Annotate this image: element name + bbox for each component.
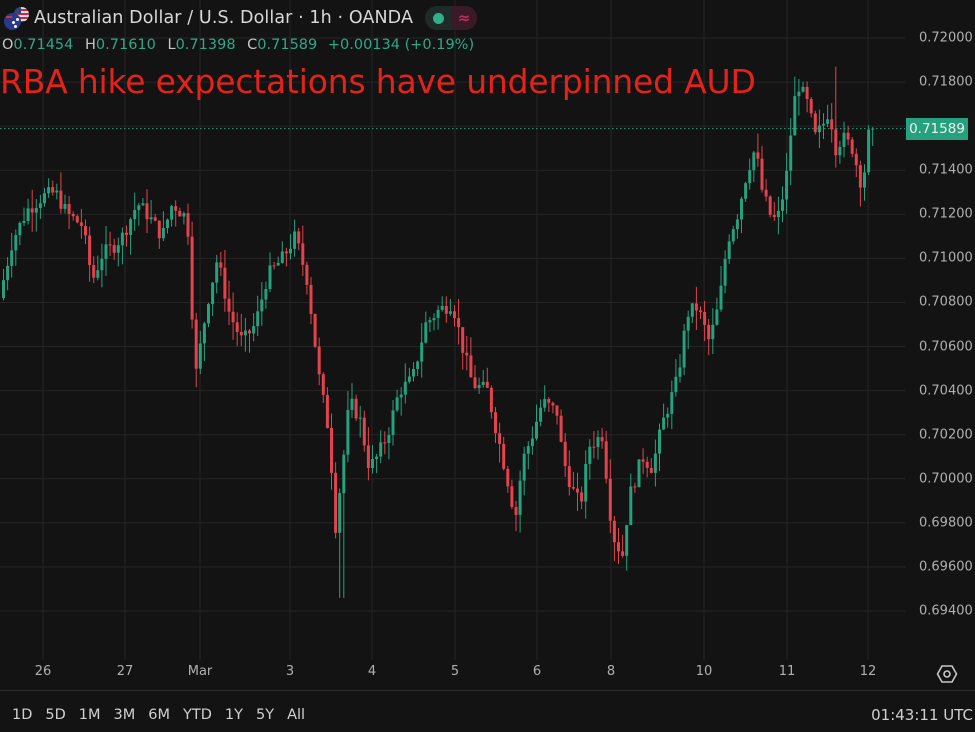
y-tick-label: 0.70800 xyxy=(919,294,973,310)
bottom-toolbar: 1D 5D 1M 3M 6M YTD 1Y 5Y All 01:43:11 UTC xyxy=(0,698,975,732)
y-tick-label: 0.69600 xyxy=(919,559,973,575)
date-range-selector: 1D 5D 1M 3M 6M YTD 1Y 5Y All xyxy=(12,707,318,723)
y-tick-label: 0.70600 xyxy=(919,339,973,355)
change-value: +0.00134 (+0.19%) xyxy=(327,37,475,53)
price-axis[interactable]: 0.72000 0.71800 0.71400 0.71200 0.71000 0.708… xyxy=(905,0,975,660)
range-button-all[interactable]: All xyxy=(287,707,306,723)
open-value: 0.71454 xyxy=(13,37,74,53)
low-value: 0.71398 xyxy=(175,37,236,53)
range-button-ytd[interactable]: YTD xyxy=(183,707,212,723)
range-button-5y[interactable]: 5Y xyxy=(256,707,275,723)
candlestick-chart[interactable] xyxy=(0,0,975,690)
y-tick-label: 0.71800 xyxy=(919,74,973,90)
low-label: L xyxy=(167,37,176,53)
x-tick-label: Mar xyxy=(187,664,213,679)
symbol-title[interactable]: Australian Dollar / U.S. Dollar · 1h · O… xyxy=(34,8,414,28)
x-tick-label: 6 xyxy=(532,664,542,679)
chart-header: Australian Dollar / U.S. Dollar · 1h · O… xyxy=(0,4,478,32)
y-tick-label: 0.71000 xyxy=(919,250,973,266)
high-label: H xyxy=(85,37,96,53)
x-tick-label: 11 xyxy=(778,664,796,679)
chart-annotation: RBA hike expectations have underpinned A… xyxy=(0,62,756,101)
y-tick-label: 0.70400 xyxy=(919,383,973,399)
market-status-pill[interactable]: ≈ xyxy=(425,6,478,30)
x-tick-label: 4 xyxy=(367,664,377,679)
approx-icon: ≈ xyxy=(451,6,478,30)
close-value: 0.71589 xyxy=(257,37,318,53)
aud-usd-flags-icon xyxy=(2,5,32,31)
x-tick-label: 3 xyxy=(285,664,295,679)
y-tick-label: 0.70000 xyxy=(919,471,973,487)
close-label: C xyxy=(247,37,258,53)
x-tick-label: 5 xyxy=(450,664,460,679)
range-button-1y[interactable]: 1Y xyxy=(224,707,244,723)
open-label: O xyxy=(2,37,14,53)
green-dot-icon xyxy=(432,12,444,24)
last-price-tag: 0.71589 xyxy=(906,117,968,140)
utc-clock[interactable]: 01:43:11 UTC xyxy=(871,706,973,724)
y-tick-label: 0.70200 xyxy=(919,427,973,443)
ohlc-legend: O0.71454 H0.71610 L0.71398 C0.71589 +0.0… xyxy=(2,37,474,53)
market-open-indicator xyxy=(425,6,452,30)
gear-icon[interactable] xyxy=(936,663,958,685)
y-tick-label: 0.69800 xyxy=(919,515,973,531)
y-tick-label: 0.69400 xyxy=(919,603,973,619)
high-value: 0.71610 xyxy=(95,37,156,53)
y-tick-label: 0.71400 xyxy=(919,162,973,178)
range-button-5d[interactable]: 5D xyxy=(45,707,66,723)
y-tick-label: 0.71200 xyxy=(919,206,973,222)
x-tick-label: 27 xyxy=(116,664,134,679)
x-tick-label: 10 xyxy=(695,664,713,679)
x-tick-label: 26 xyxy=(34,664,52,679)
x-tick-label: 8 xyxy=(606,664,616,679)
time-axis[interactable]: 26 27 Mar 3 4 5 6 8 10 11 12 xyxy=(0,660,975,690)
x-tick-label: 12 xyxy=(859,664,877,679)
range-button-1m[interactable]: 1M xyxy=(78,707,101,723)
range-button-1d[interactable]: 1D xyxy=(12,707,33,723)
bottom-divider xyxy=(0,690,975,691)
range-button-6m[interactable]: 6M xyxy=(148,707,171,723)
range-button-3m[interactable]: 3M xyxy=(113,707,136,723)
au-flag-icon xyxy=(4,13,21,30)
y-tick-label: 0.72000 xyxy=(919,30,973,46)
